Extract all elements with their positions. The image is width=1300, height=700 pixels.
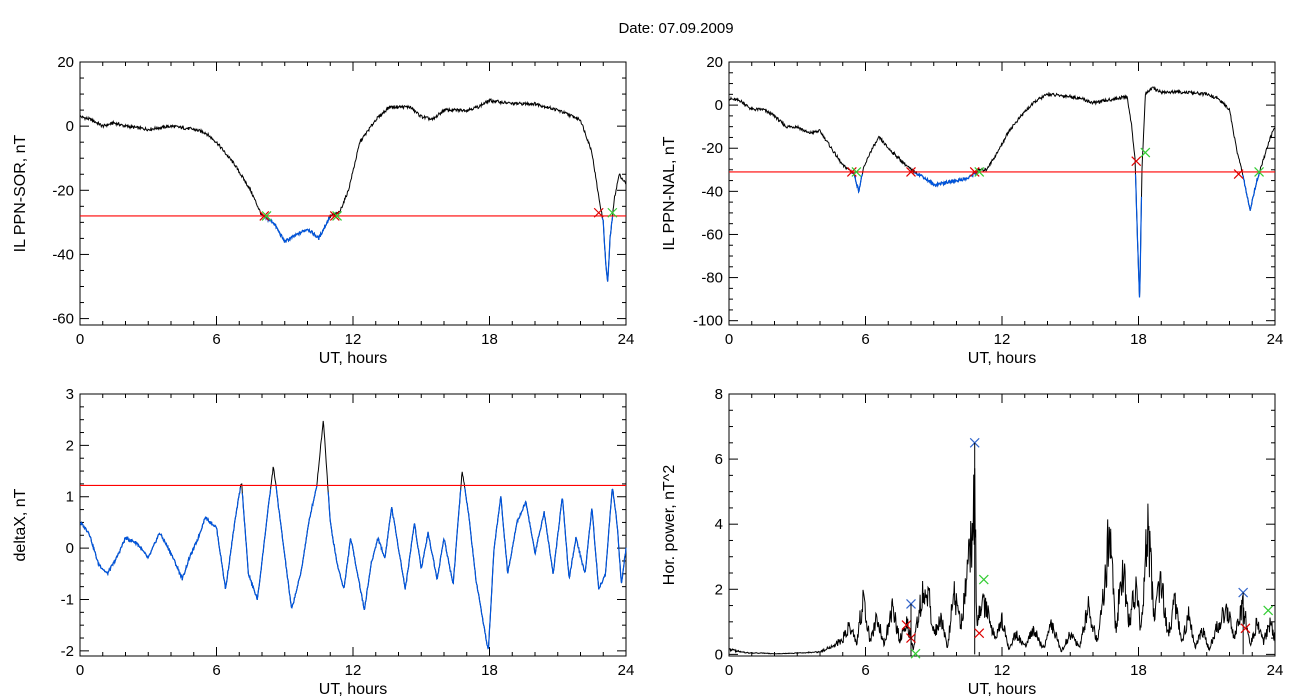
figure-title: Date: 07.09.2009 [618, 20, 733, 37]
y-tick-label: -80 [701, 270, 723, 287]
x-tick-label: 6 [212, 662, 220, 679]
below-threshold-segment [327, 489, 462, 611]
marker-end [1254, 167, 1264, 177]
marker-start [846, 167, 857, 177]
marker-start [906, 167, 916, 177]
x-axis-label: UT, hours [319, 350, 387, 367]
x-tick-label: 6 [861, 662, 869, 679]
marker-end [332, 211, 342, 221]
panel-nal: 0 6 12 18 24 -100 -80 -60 -40 -20 0 20 UT, hours IL P… [661, 54, 1283, 367]
x-tick-label: 18 [1130, 331, 1147, 348]
series-line-sor [79, 97, 627, 282]
below-threshold-segment [263, 215, 331, 243]
marker-start [969, 167, 980, 177]
series-line-power [729, 468, 1276, 655]
x-tick-label: 24 [618, 662, 635, 679]
y-tick-label: -20 [52, 182, 74, 199]
y-tick-label: -40 [701, 183, 723, 200]
y-tick-label: -1 [61, 591, 74, 608]
y-tick-label: 0 [715, 646, 723, 663]
x-tick-label: 12 [994, 662, 1011, 679]
y-tick-label: 20 [706, 54, 723, 71]
x-tick-label: 0 [76, 331, 84, 348]
below-threshold-segment [916, 171, 977, 188]
x-tick-label: 18 [1130, 662, 1147, 679]
x-tick-label: 24 [618, 331, 635, 348]
marker-start [259, 211, 270, 221]
y-tick-label: 3 [66, 386, 74, 403]
x-tick-label: 0 [76, 662, 84, 679]
x-tick-label: 12 [994, 331, 1011, 348]
below-threshold-segment [914, 172, 916, 175]
y-tick-label: 20 [57, 54, 74, 71]
x-tick-label: 6 [861, 331, 869, 348]
plot-frame [79, 393, 627, 657]
x-axis-label: UT, hours [968, 681, 1036, 698]
x-tick-label: 0 [725, 662, 733, 679]
x-tick-label: 24 [1267, 331, 1284, 348]
x-tick-label: 0 [725, 331, 733, 348]
y-axis-label: IL PPN-SOR, nT [12, 134, 29, 252]
panel-sor: 0 6 12 18 24 -60 -40 -20 0 20 UT, hours IL PPN-SOR,… [12, 54, 634, 367]
y-tick-label: -40 [52, 246, 74, 263]
marker-start [974, 628, 985, 639]
marker-start [901, 620, 912, 631]
below-threshold-segment [601, 215, 614, 282]
y-axis-label: deltaX, nT [12, 488, 29, 561]
y-tick-label: 1 [66, 489, 74, 506]
x-tick-label: 12 [345, 662, 362, 679]
y-tick-label: 0 [715, 97, 723, 114]
below-threshold-segment [275, 485, 318, 609]
x-tick-label: 18 [481, 662, 498, 679]
marker-start [1233, 169, 1244, 180]
y-tick-label: 4 [715, 516, 723, 533]
y-tick-label: 8 [715, 386, 723, 403]
series-line-nal [729, 85, 1276, 298]
marker-end [1140, 147, 1151, 158]
y-axis-label: IL PPN-NAL, nT [661, 136, 678, 250]
marker-end [851, 167, 862, 177]
y-tick-label: -60 [701, 226, 723, 243]
y-tick-label: 2 [715, 581, 723, 598]
marker-end [978, 574, 989, 585]
below-threshold-segment [79, 487, 241, 590]
x-tick-label: 12 [345, 331, 362, 348]
marker-start [593, 207, 604, 218]
below-threshold-segment [1134, 174, 1143, 298]
marker-start [329, 211, 340, 221]
y-tick-label: -60 [52, 311, 74, 328]
y-axis-label: Hor. power, nT^2 [661, 465, 678, 586]
plot-frame [728, 61, 1276, 326]
marker-end [607, 207, 618, 218]
x-tick-label: 24 [1267, 662, 1284, 679]
marker-start [1240, 623, 1251, 634]
marker-end [910, 648, 921, 659]
x-tick-label: 6 [212, 331, 220, 348]
x-axis-label: UT, hours [968, 350, 1036, 367]
marker-end [261, 211, 272, 221]
marker-start [1131, 156, 1142, 167]
marker-end [974, 167, 985, 177]
below-threshold-segment [1242, 173, 1260, 211]
y-tick-label: 2 [66, 437, 74, 454]
x-axis-label: UT, hours [319, 681, 387, 698]
y-tick-label: -2 [61, 643, 74, 660]
marker-end [1263, 605, 1274, 616]
y-tick-label: 0 [66, 540, 74, 557]
below-threshold-segment [241, 488, 272, 601]
y-tick-label: 6 [715, 451, 723, 468]
plot-frame [79, 61, 627, 326]
x-tick-label: 18 [481, 331, 498, 348]
y-tick-label: -100 [693, 313, 723, 330]
below-threshold-segment [464, 487, 627, 650]
y-tick-label: 0 [66, 118, 74, 135]
y-tick-label: -20 [701, 140, 723, 157]
